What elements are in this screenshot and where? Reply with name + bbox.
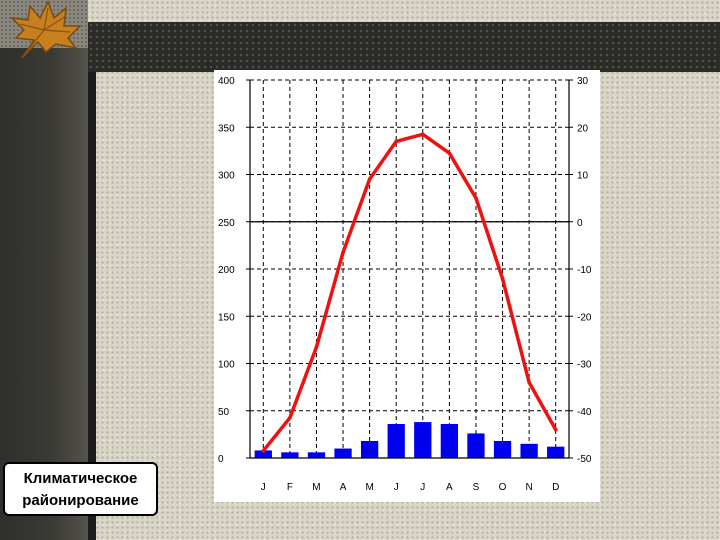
y-right-tick-label: -50 — [577, 454, 592, 465]
temperature-point — [261, 449, 266, 453]
region-label-line2: районирование — [22, 492, 139, 509]
y-left-tick-label: 0 — [218, 454, 224, 465]
x-tick-label: N — [526, 482, 533, 493]
climate-chart-panel: 400 350 300 250 200 150 100 50 0 30 20 10 0 -10 -20 -30… — [214, 70, 600, 502]
precip-bar — [387, 423, 405, 458]
y-right-tick-label: -30 — [577, 360, 592, 371]
y-left-tick-label: 100 — [218, 360, 235, 371]
temperature-point — [500, 276, 505, 281]
temperature-point — [394, 139, 399, 144]
y-left-tick-label: 250 — [218, 218, 235, 229]
precip-bar — [467, 433, 485, 458]
temperature-point — [420, 132, 425, 137]
temperature-point — [474, 196, 478, 200]
y-left-tick-label: 300 — [218, 171, 235, 182]
x-tick-label: D — [552, 482, 559, 493]
y-right-tick-label: 20 — [577, 123, 589, 134]
precip-bar — [307, 452, 326, 458]
x-tick-label: A — [446, 482, 453, 493]
y-right-tick-label: -40 — [577, 407, 592, 418]
y-right-tick-label: -10 — [577, 265, 592, 276]
y-right-tick-label: -20 — [577, 312, 592, 323]
temperature-line — [261, 132, 558, 453]
precip-bar — [547, 446, 565, 458]
x-tick-label: F — [287, 482, 293, 493]
temperature-point — [527, 380, 531, 385]
y-left-tick-label: 200 — [218, 265, 235, 276]
precip-bar — [334, 448, 352, 458]
temperature-point — [447, 151, 452, 156]
y-right-tick-label: 0 — [577, 218, 583, 229]
precip-bar — [440, 423, 459, 458]
precip-bar — [414, 422, 432, 458]
x-tick-label: O — [499, 482, 507, 493]
x-tick-label: J — [261, 482, 266, 493]
title-bar — [88, 22, 720, 72]
precip-bar — [360, 440, 379, 458]
x-tick-label: S — [473, 482, 480, 493]
temperature-point — [288, 416, 292, 420]
x-tick-label: A — [340, 482, 347, 493]
precip-bar — [520, 443, 538, 458]
x-tick-label: J — [394, 482, 399, 493]
y-right-tick-label: 10 — [577, 171, 589, 182]
climate-chart: 4003503002502001501005003020100-10-20-30… — [218, 76, 592, 493]
temperature-point — [341, 250, 345, 255]
x-tick-label: J — [420, 482, 425, 493]
y-left-tick-label: 50 — [218, 407, 230, 418]
temperature-point — [367, 177, 372, 182]
temperature-point — [314, 345, 319, 349]
y-left-tick-label: 400 — [218, 76, 235, 87]
region-label-box: Климатическое районирование — [3, 462, 158, 516]
x-tick-label: M — [365, 482, 373, 493]
left-dark-panel — [0, 48, 88, 540]
precip-bar — [493, 440, 512, 458]
temperature-point — [553, 427, 558, 432]
x-tick-label: M — [312, 482, 320, 493]
precip-bar — [254, 450, 272, 458]
precip-bar — [281, 452, 299, 458]
maple-leaf-icon — [9, 0, 82, 59]
left-shadow — [88, 22, 96, 540]
y-left-tick-label: 350 — [218, 123, 235, 134]
region-label-line1: Климатическое — [23, 470, 138, 487]
y-left-tick-label: 150 — [218, 312, 235, 323]
y-right-tick-label: 30 — [577, 76, 589, 87]
